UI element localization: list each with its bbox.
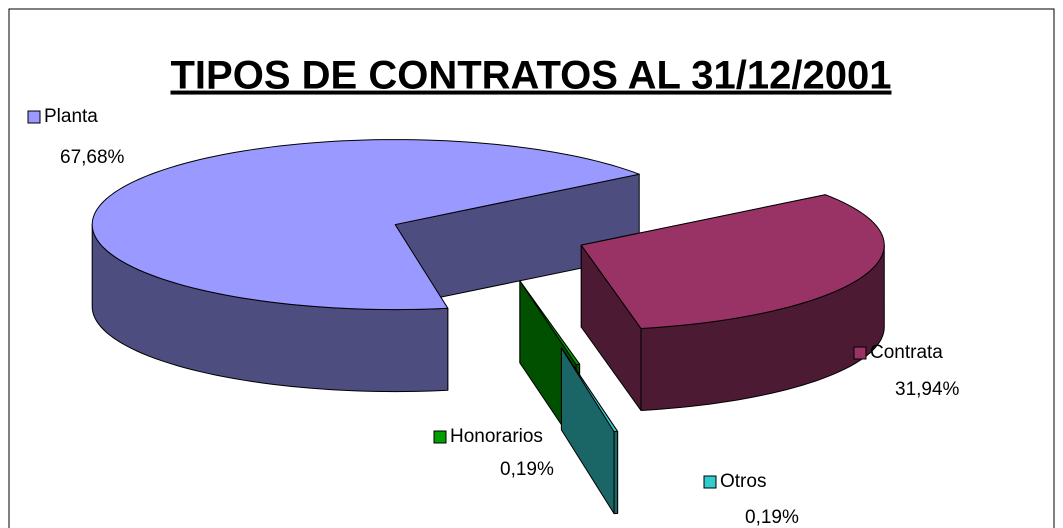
slice-label: Otros xyxy=(720,471,766,492)
slice-label: Planta xyxy=(44,106,98,127)
chart-title: TIPOS DE CONTRATOS AL 31/12/2001 xyxy=(171,54,892,98)
slice-value-label: 0,19% xyxy=(500,459,554,480)
legend-swatch xyxy=(703,475,717,489)
slice-top xyxy=(91,139,640,311)
legend-swatch xyxy=(853,346,867,360)
slice-top xyxy=(580,194,885,329)
slice-label: Honorarios xyxy=(450,426,543,447)
slice-value-label: 31,94% xyxy=(895,379,960,400)
slice-top xyxy=(519,280,581,365)
slice-side xyxy=(613,430,619,515)
slice-value-label: 67,68% xyxy=(60,147,125,168)
slice-value-label: 0,19% xyxy=(745,507,799,528)
legend-swatch xyxy=(433,430,447,444)
slice-top xyxy=(560,347,619,433)
legend-swatch xyxy=(27,110,41,124)
slice-label: Contrata xyxy=(870,342,943,363)
